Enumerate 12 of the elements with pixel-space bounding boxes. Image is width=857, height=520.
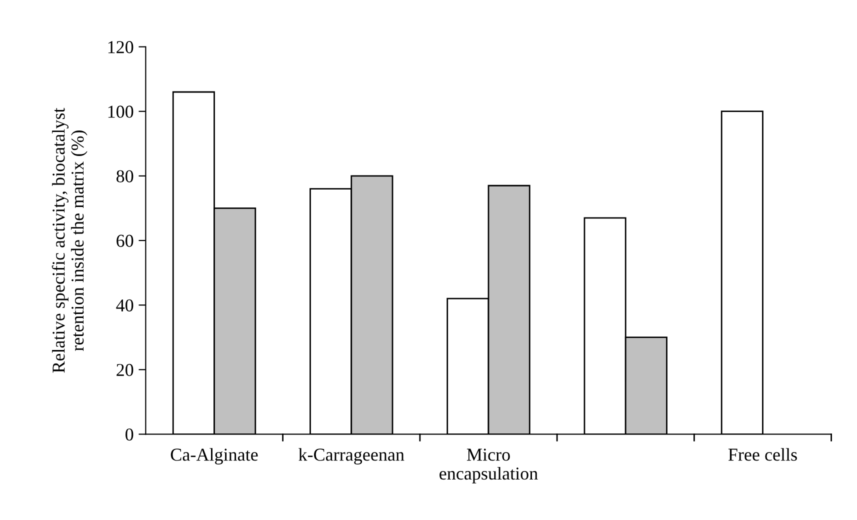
- y-tick-label: 0: [126, 428, 134, 441]
- x-tick-label: k-Carrageenan: [298, 448, 404, 465]
- x-tick-label: Free cells: [728, 448, 797, 461]
- y-tick-label: 20: [116, 364, 134, 376]
- y-tick-label: 120: [108, 41, 134, 54]
- y-tick-label: 40: [116, 299, 134, 312]
- y-tick-label: 80: [116, 170, 134, 182]
- x-tick-label: Ca-Alginate: [170, 448, 258, 465]
- y-tick-label: 60: [116, 234, 134, 247]
- y-axis-title: Relative specific activity, biocatalyst retention inside the matrix (%): [52, 108, 88, 373]
- x-tick-label: Micro encapsulation: [440, 448, 538, 484]
- y-tick-label: 100: [108, 106, 134, 118]
